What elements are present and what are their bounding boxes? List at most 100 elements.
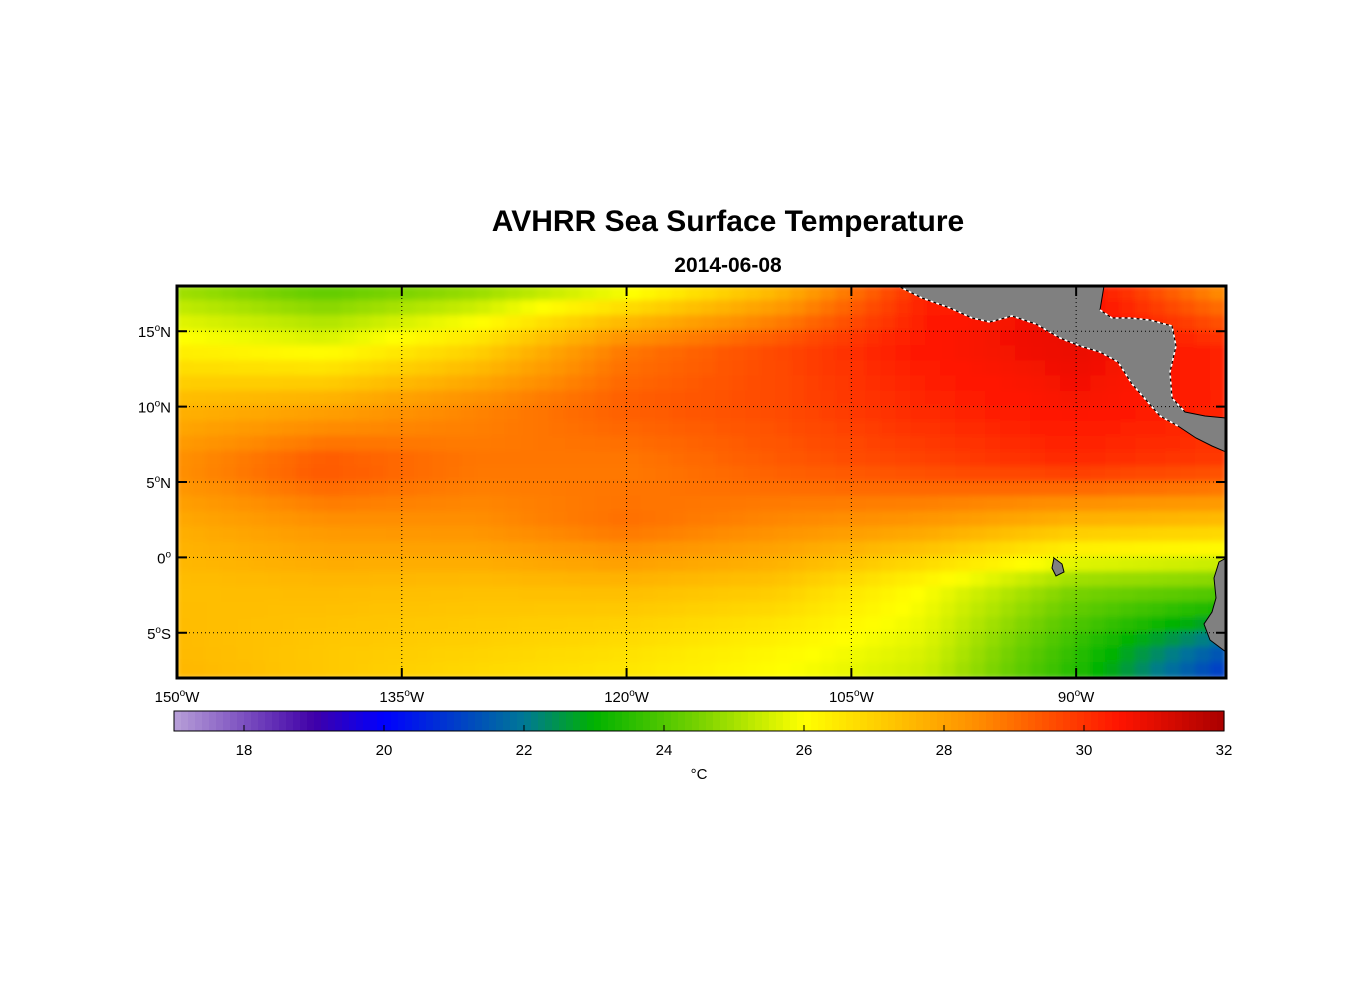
sst-cell — [1210, 646, 1226, 664]
sst-cell — [535, 571, 553, 589]
colorbar-segment — [223, 711, 231, 731]
sst-cell — [445, 556, 463, 574]
sst-cell — [985, 465, 1003, 483]
sst-cell — [685, 511, 703, 529]
sst-cell — [820, 556, 838, 574]
sst-cell — [265, 571, 283, 589]
sst-cell — [475, 360, 493, 378]
sst-cell — [1180, 465, 1198, 483]
sst-cell — [490, 450, 508, 468]
colorbar-segment — [1203, 711, 1211, 731]
sst-cell — [1015, 390, 1033, 408]
colorbar-segment — [818, 711, 826, 731]
sst-cell — [655, 315, 673, 333]
sst-cell — [1150, 541, 1168, 559]
sst-cell — [700, 420, 718, 438]
sst-cell — [310, 481, 328, 499]
sst-cell — [190, 375, 208, 393]
sst-cell — [580, 286, 598, 303]
sst-cell — [820, 481, 838, 499]
sst-cell — [1045, 465, 1063, 483]
sst-cell — [760, 631, 778, 649]
sst-cell — [490, 586, 508, 604]
sst-cell — [1000, 315, 1018, 333]
y-tick-label: 5oS — [147, 625, 171, 643]
sst-cell — [625, 450, 643, 468]
sst-cell — [730, 360, 748, 378]
sst-cell — [1015, 375, 1033, 393]
sst-cell — [925, 571, 943, 589]
sst-cell — [940, 496, 958, 514]
coastline-dashes — [897, 286, 1186, 427]
sst-cell — [250, 420, 268, 438]
sst-cell — [715, 661, 733, 678]
sst-cell — [805, 556, 823, 574]
sst-cell — [250, 435, 268, 453]
sst-cell — [220, 601, 238, 619]
sst-cell — [910, 616, 928, 634]
colorbar-segment — [195, 711, 203, 731]
sst-cell — [1030, 330, 1048, 348]
sst-cell — [415, 330, 433, 348]
sst-cell — [325, 300, 343, 318]
sst-cell — [655, 646, 673, 664]
sst-cell — [910, 601, 928, 619]
sst-cell — [775, 330, 793, 348]
sst-cell — [445, 390, 463, 408]
sst-cell — [790, 481, 808, 499]
sst-cell — [985, 661, 1003, 678]
sst-cell — [910, 481, 928, 499]
chart-subtitle: 2014-06-08 — [674, 254, 782, 277]
sst-cell — [1195, 661, 1213, 678]
sst-cell — [1210, 375, 1226, 393]
colorbar-segment — [524, 711, 532, 731]
sst-cell — [415, 496, 433, 514]
sst-cell — [505, 481, 523, 499]
sst-cell — [385, 286, 403, 303]
sst-cell — [820, 360, 838, 378]
sst-cell — [925, 345, 943, 363]
colorbar-segment — [363, 711, 371, 731]
sst-cell — [400, 601, 418, 619]
sst-cell — [820, 616, 838, 634]
sst-cell — [370, 481, 388, 499]
sst-cell — [670, 450, 688, 468]
sst-cell — [355, 435, 373, 453]
sst-cell — [1120, 631, 1138, 649]
sst-cell — [205, 601, 223, 619]
sst-cell — [355, 496, 373, 514]
sst-cell — [1000, 631, 1018, 649]
sst-cell — [535, 646, 553, 664]
sst-cell — [910, 450, 928, 468]
colorbar-tick-label: 24 — [656, 742, 673, 759]
sst-cell — [610, 435, 628, 453]
colorbar-segment — [1133, 711, 1141, 731]
colorbar-segment — [713, 711, 721, 731]
sst-cell — [265, 481, 283, 499]
sst-cell — [625, 556, 643, 574]
sst-cell — [1045, 541, 1063, 559]
sst-cell — [205, 300, 223, 318]
sst-cell — [460, 375, 478, 393]
sst-cell — [685, 330, 703, 348]
sst-cell — [790, 496, 808, 514]
sst-cell — [325, 646, 343, 664]
sst-cell — [685, 375, 703, 393]
sst-cell — [1195, 330, 1213, 348]
sst-cell — [250, 586, 268, 604]
colorbar-segment — [496, 711, 504, 731]
sst-cell — [280, 511, 298, 529]
sst-cell — [505, 375, 523, 393]
sst-cell — [430, 345, 448, 363]
sst-cell — [265, 390, 283, 408]
sst-cell — [760, 435, 778, 453]
sst-cell — [265, 646, 283, 664]
sst-cell — [205, 465, 223, 483]
sst-cell — [940, 526, 958, 544]
colorbar-segment — [699, 711, 707, 731]
sst-cell — [940, 390, 958, 408]
colorbar-segment — [377, 711, 385, 731]
sst-cell — [250, 556, 268, 574]
sst-cell — [340, 481, 358, 499]
sst-cell — [595, 375, 613, 393]
